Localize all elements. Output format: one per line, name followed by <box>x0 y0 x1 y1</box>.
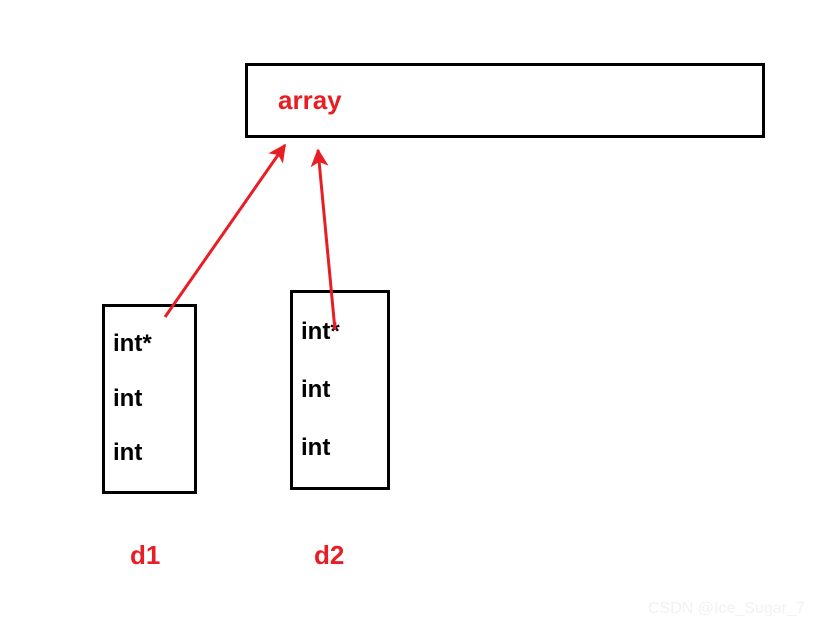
array-box: array <box>245 63 765 138</box>
watermark: CSDN @Ice_Sugar_7 <box>648 600 805 618</box>
object-label-d2: d2 <box>314 540 344 571</box>
object-box-d2: int* int int <box>290 290 390 490</box>
array-label: array <box>278 85 342 116</box>
pointer-arrow <box>165 145 285 317</box>
object-label-d1: d1 <box>130 540 160 571</box>
object-field: int* <box>301 313 379 351</box>
object-field: int <box>113 434 186 472</box>
object-field: int* <box>113 325 186 363</box>
object-box-d1: int* int int <box>102 304 197 494</box>
object-field: int <box>301 371 379 409</box>
object-field: int <box>113 380 186 418</box>
object-field: int <box>301 429 379 467</box>
